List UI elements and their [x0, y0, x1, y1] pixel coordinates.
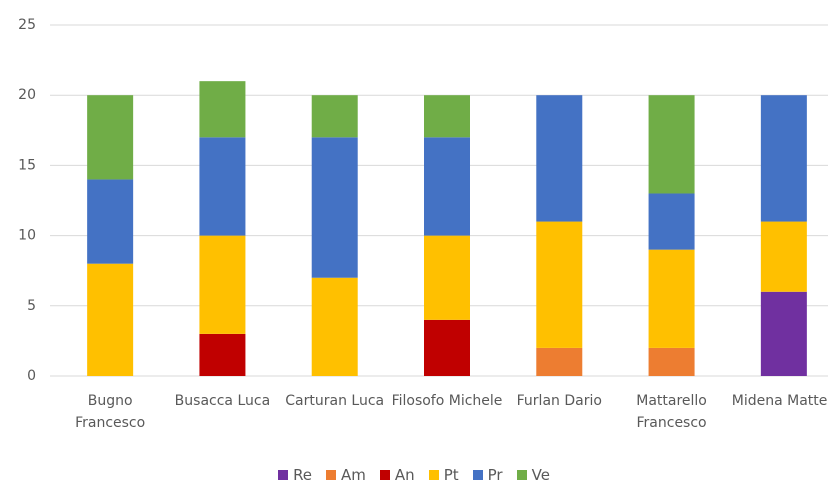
legend-item: An	[379, 466, 415, 484]
bar-segment	[311, 95, 358, 138]
y-tick-label: 15	[18, 157, 36, 173]
legend-item: Pr	[472, 466, 503, 484]
legend-label: Pt	[443, 466, 459, 484]
legend-label: Am	[341, 466, 366, 484]
bar-segment	[199, 235, 246, 334]
legend-item: Am	[326, 466, 366, 484]
bar-segment	[311, 277, 358, 376]
y-tick-label: 5	[27, 298, 36, 314]
x-tick-label: Busacca Luca	[174, 393, 271, 409]
bar-segment	[199, 81, 246, 138]
legend-swatch	[516, 470, 527, 480]
legend: Re Am An Pt Pr Ve	[0, 466, 828, 484]
bar-segment	[648, 249, 695, 348]
bar-segment	[87, 95, 134, 180]
x-tick-label: Midena Matteo	[731, 393, 828, 409]
y-tick-label: 20	[18, 87, 36, 103]
x-tick-label: Carturan Luca	[285, 393, 385, 409]
bar-segment	[424, 95, 470, 138]
bar-segment	[648, 347, 695, 376]
bar-segment	[536, 95, 583, 222]
legend-item: Pt	[428, 466, 459, 484]
legend-swatch	[326, 470, 337, 480]
bar-segment	[199, 137, 246, 236]
legend-label: Re	[293, 466, 313, 484]
x-tick-label: Bugno Francesco	[75, 393, 146, 431]
bar-segment	[536, 347, 583, 376]
x-tick-label: Filosofo Michele	[391, 393, 503, 409]
legend-item: Ve	[516, 466, 550, 484]
legend-label: Ve	[531, 466, 550, 484]
bar-segment	[424, 235, 470, 320]
y-tick-label: 10	[18, 228, 36, 244]
bar-segment	[760, 221, 807, 292]
bar-segment	[536, 221, 583, 348]
legend-swatch	[379, 470, 390, 480]
x-tick-label: Furlan Dario	[516, 393, 602, 409]
x-tick-label: Mattarello Francesco	[636, 393, 707, 431]
legend-swatch	[428, 470, 439, 480]
bar-segment	[760, 291, 807, 376]
bar-segment	[648, 95, 695, 194]
legend-item: Re	[278, 466, 312, 484]
legend-swatch	[278, 470, 289, 480]
bar-segment	[648, 193, 695, 250]
legend-swatch	[472, 470, 483, 480]
y-tick-label: 25	[18, 17, 36, 33]
bar-segment	[87, 179, 134, 264]
legend-label: Pr	[487, 466, 503, 484]
bar-segment	[311, 137, 358, 278]
legend-label: An	[394, 466, 415, 484]
bar-segment	[424, 137, 470, 236]
y-tick-label: 0	[27, 368, 36, 384]
bar-segment	[87, 263, 134, 376]
bar-segment	[199, 333, 246, 376]
bar-segment	[424, 319, 470, 376]
bar-segment	[760, 95, 807, 222]
